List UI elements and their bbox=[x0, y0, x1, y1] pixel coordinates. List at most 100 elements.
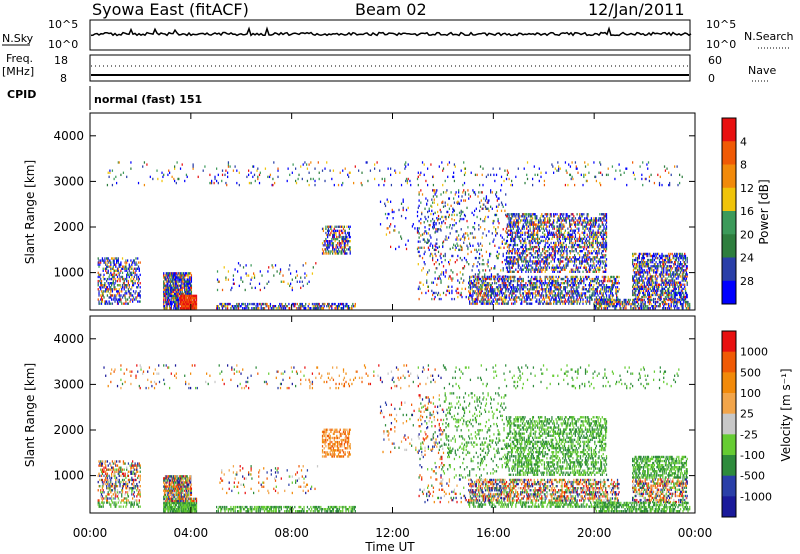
heatmap-cell bbox=[557, 279, 559, 283]
heatmap-cell bbox=[436, 195, 438, 198]
heatmap-cell bbox=[506, 262, 509, 265]
heatmap-cell bbox=[633, 252, 635, 256]
heatmap-cell bbox=[447, 285, 449, 288]
heatmap-cell bbox=[644, 277, 646, 280]
heatmap-cell bbox=[558, 270, 561, 273]
heatmap-cell bbox=[332, 242, 335, 245]
heatmap-cell bbox=[537, 248, 540, 251]
heatmap-cell bbox=[110, 294, 112, 297]
heatmap-cell bbox=[573, 298, 575, 301]
heatmap-cell bbox=[110, 261, 112, 264]
heatmap-cell bbox=[168, 300, 170, 304]
heatmap-cell bbox=[311, 302, 314, 306]
heatmap-cell bbox=[592, 294, 594, 297]
heatmap-cell bbox=[604, 290, 606, 293]
heatmap-cell bbox=[179, 290, 181, 293]
heatmap-cell bbox=[576, 296, 578, 299]
heatmap-cell bbox=[180, 298, 183, 302]
heatmap-cell bbox=[605, 235, 608, 239]
heatmap-cell bbox=[471, 286, 473, 289]
heatmap-cell bbox=[189, 282, 191, 285]
heatmap-cell bbox=[436, 267, 438, 270]
heatmap-cell bbox=[582, 219, 584, 222]
heatmap-cell bbox=[195, 294, 198, 298]
heatmap-cell bbox=[495, 213, 498, 217]
heatmap-cell bbox=[137, 265, 140, 268]
heatmap-cell bbox=[166, 272, 168, 275]
heatmap-cell bbox=[580, 279, 582, 283]
heatmap-cell bbox=[542, 221, 545, 224]
heatmap-cell bbox=[268, 305, 270, 308]
heatmap-cell bbox=[503, 286, 505, 289]
heatmap-cell bbox=[420, 189, 422, 192]
heatmap-cell bbox=[574, 300, 577, 303]
heatmap-cell bbox=[178, 284, 180, 287]
heatmap-cell bbox=[169, 284, 172, 287]
heatmap-cell bbox=[466, 219, 468, 223]
heatmap-cell bbox=[516, 284, 519, 287]
heatmap-cell bbox=[547, 254, 549, 257]
heatmap-cell bbox=[482, 284, 484, 287]
heatmap-cell bbox=[489, 254, 491, 258]
heatmap-cell bbox=[445, 293, 447, 297]
heatmap-cell bbox=[588, 229, 590, 232]
heatmap-cell bbox=[504, 282, 506, 285]
heatmap-cell bbox=[434, 193, 436, 196]
heatmap-cell bbox=[98, 300, 100, 303]
heatmap-cell bbox=[589, 223, 591, 226]
heatmap-cell bbox=[597, 231, 599, 234]
heatmap-cell bbox=[560, 233, 562, 236]
heatmap-cell bbox=[560, 290, 562, 293]
heatmap-cell bbox=[565, 264, 567, 267]
heatmap-cell bbox=[531, 235, 533, 239]
heatmap-cell bbox=[571, 294, 573, 297]
heatmap-cell bbox=[559, 266, 561, 269]
heatmap-cell bbox=[635, 281, 637, 284]
heatmap-cell bbox=[590, 243, 593, 247]
heatmap-cell bbox=[636, 273, 638, 276]
heatmap-cell bbox=[567, 262, 569, 265]
heatmap-cell bbox=[237, 305, 240, 308]
heatmap-cell bbox=[106, 288, 109, 291]
heatmap-cell bbox=[526, 235, 529, 239]
heatmap-cell bbox=[607, 290, 609, 293]
heatmap-cell bbox=[565, 250, 567, 253]
heatmap-cell bbox=[545, 292, 547, 295]
heatmap-cell bbox=[594, 237, 596, 241]
heatmap-cell bbox=[522, 250, 524, 253]
heatmap-cell bbox=[562, 302, 564, 305]
heatmap-cell bbox=[644, 291, 646, 295]
heatmap-cell bbox=[488, 290, 490, 293]
heatmap-cell bbox=[637, 273, 640, 276]
heatmap-cell bbox=[302, 305, 304, 308]
heatmap-cell bbox=[634, 279, 636, 282]
heatmap-cell bbox=[128, 290, 130, 293]
heatmap-cell bbox=[105, 300, 107, 303]
heatmap-cell bbox=[564, 288, 567, 291]
heatmap-cell bbox=[170, 284, 172, 287]
heatmap-cell bbox=[562, 266, 564, 269]
heatmap-cell bbox=[592, 258, 594, 261]
heatmap-cell bbox=[100, 288, 102, 291]
heatmap-cell bbox=[530, 221, 532, 224]
heatmap-cell bbox=[169, 294, 172, 298]
heatmap-cell bbox=[592, 241, 594, 245]
heatmap-cell bbox=[248, 274, 250, 277]
heatmap-cell bbox=[479, 284, 482, 287]
heatmap-cell bbox=[594, 279, 596, 283]
heatmap-cell bbox=[537, 270, 539, 273]
heatmap-cell bbox=[553, 250, 556, 253]
heatmap-cell bbox=[516, 254, 519, 257]
heatmap-cell bbox=[562, 215, 564, 218]
heatmap-cell bbox=[501, 275, 503, 279]
heatmap-cell bbox=[478, 286, 480, 289]
date-title: 12/Jan/2011 bbox=[588, 0, 685, 19]
heatmap-cell bbox=[190, 302, 193, 306]
heatmap-cell bbox=[521, 286, 523, 289]
heatmap-cell bbox=[596, 239, 598, 243]
heatmap-cell bbox=[561, 245, 563, 249]
heatmap-cell bbox=[119, 284, 121, 287]
heatmap-cell bbox=[521, 298, 523, 301]
heatmap-cell bbox=[165, 278, 167, 281]
heatmap-cell bbox=[189, 292, 191, 296]
